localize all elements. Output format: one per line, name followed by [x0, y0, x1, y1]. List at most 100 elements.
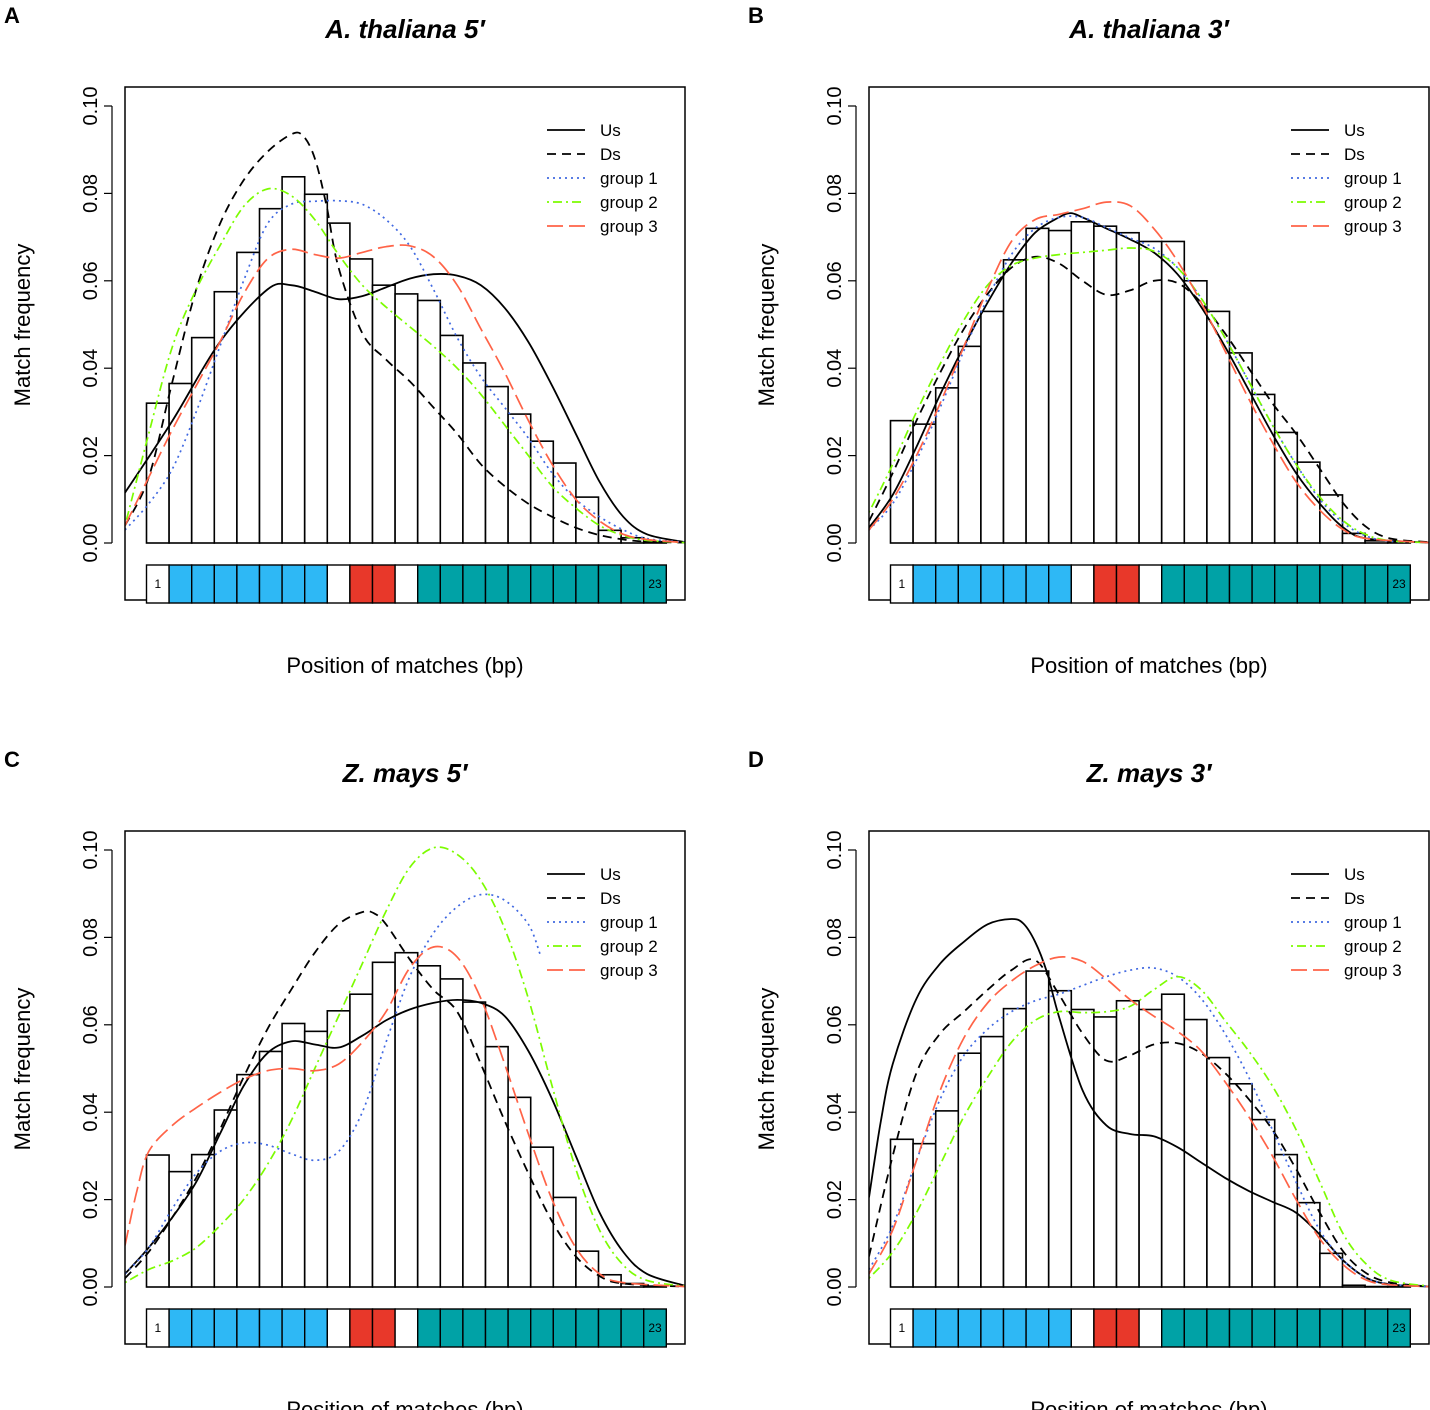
- bars: [145, 951, 668, 1288]
- histogram-bar: [236, 1073, 261, 1288]
- histogram-bar: [439, 334, 464, 544]
- histogram-bar: [1206, 310, 1231, 544]
- y-tick-label: 0.10: [80, 831, 102, 870]
- series-line-group-2: [125, 187, 685, 544]
- position-cell: [1070, 1308, 1095, 1348]
- position-cell: [507, 564, 532, 604]
- histogram-bar: [1115, 231, 1140, 544]
- histogram-bar: [1138, 240, 1163, 544]
- position-cell: [1364, 1308, 1389, 1348]
- legend-label: Ds: [1344, 145, 1365, 164]
- position-cell: [1228, 1308, 1253, 1348]
- histogram-bar: [303, 193, 329, 544]
- histogram-bar: [416, 965, 442, 1288]
- histogram-bar: [575, 496, 600, 544]
- chart-title: Z. mays 3′: [1086, 758, 1214, 788]
- histogram-bar: [371, 961, 396, 1288]
- position-cell: [439, 564, 464, 604]
- legend-label: Ds: [600, 889, 621, 908]
- position-cell: [1183, 564, 1208, 604]
- position-cell: [957, 1308, 982, 1348]
- histogram-bar: [1093, 1016, 1118, 1288]
- y-tick-label: 0.08: [80, 174, 102, 213]
- series-line-group-1: [869, 215, 1429, 544]
- y-tick-label: 0.04: [80, 349, 102, 388]
- y-tick-label: 0.02: [80, 436, 102, 475]
- legend-label: Us: [1344, 121, 1365, 140]
- position-strip: 1 23: [889, 564, 1412, 604]
- series-line-us: [125, 998, 685, 1287]
- x-axis-label: Position of matches (bp): [1030, 653, 1267, 678]
- position-cell: [1206, 564, 1231, 604]
- position-cell: [1274, 1308, 1299, 1348]
- y-tick-label: 0.08: [824, 174, 846, 213]
- position-cell: [326, 1308, 351, 1348]
- histogram-bar: [980, 1035, 1005, 1288]
- histogram-bar: [1296, 461, 1321, 544]
- chart-title: A. thaliana 5′: [324, 14, 486, 44]
- histogram-bar: [1273, 1153, 1299, 1288]
- position-cell: [1070, 564, 1095, 604]
- position-cell: [168, 1308, 193, 1348]
- y-tick-label: 0.00: [80, 524, 102, 563]
- y-axis-label: Match frequency: [754, 988, 779, 1151]
- position-cell: [643, 564, 668, 604]
- position-cell: [258, 1308, 283, 1348]
- legend-label: group 3: [600, 961, 658, 980]
- position-cell: [1115, 1308, 1140, 1348]
- position-cell: [1138, 1308, 1163, 1348]
- histogram-bar: [575, 1250, 600, 1288]
- histogram-bar: [1160, 240, 1186, 544]
- panel-letter: A: [4, 3, 20, 28]
- chart-panel-B: B A. thaliana 3′ Position of matches (bp) M…: [748, 3, 1430, 678]
- position-cell: [394, 1308, 419, 1348]
- position-cell: [1206, 1308, 1231, 1348]
- y-tick-label: 0.08: [824, 918, 846, 957]
- legend-label: Ds: [600, 145, 621, 164]
- histogram-bar: [439, 978, 464, 1288]
- histogram-bar: [912, 423, 937, 544]
- histogram-bar: [980, 310, 1005, 544]
- position-cell: [980, 564, 1005, 604]
- y-tick-label: 0.08: [80, 918, 102, 957]
- position-cell: [1025, 564, 1050, 604]
- position-cell-label-first: 1: [898, 1321, 905, 1335]
- position-cell: [417, 564, 442, 604]
- position-cell: [1048, 564, 1073, 604]
- series-line-group-3: [869, 200, 1429, 544]
- position-cell: [1002, 1308, 1027, 1348]
- histogram-bar: [168, 1170, 193, 1288]
- y-tick-label: 0.04: [824, 349, 846, 388]
- chart-panel-A: A A. thaliana 5′ Position of matches (bp) M…: [4, 3, 686, 678]
- y-axis-label: Match frequency: [754, 244, 779, 407]
- position-cell: [417, 1308, 442, 1348]
- panel-letter: D: [748, 747, 764, 772]
- position-cell-label-first: 1: [898, 577, 905, 591]
- position-cell: [190, 564, 215, 604]
- position-cell: [1093, 564, 1118, 604]
- position-cell: [1161, 564, 1186, 604]
- position-cell-label-last: 23: [648, 1321, 662, 1335]
- histogram-bar: [326, 222, 351, 544]
- position-cell: [934, 564, 959, 604]
- y-axis-label: Match frequency: [10, 988, 35, 1151]
- histogram-bar: [281, 1022, 306, 1288]
- position-cell: [1161, 1308, 1186, 1348]
- legend: Us Ds group 1 group 2 group 3: [1291, 121, 1402, 236]
- series-line-group-3: [869, 956, 1429, 1288]
- histogram-bar: [552, 462, 577, 544]
- position-cell: [1296, 564, 1321, 604]
- legend-label: group 1: [600, 913, 658, 932]
- legend: Us Ds group 1 group 2 group 3: [547, 121, 658, 236]
- position-cell: [304, 564, 329, 604]
- position-cell: [213, 1308, 238, 1348]
- series-line-group-3: [125, 244, 685, 544]
- position-cell: [507, 1308, 532, 1348]
- position-cell: [1364, 564, 1389, 604]
- position-cell: [484, 1308, 509, 1348]
- position-cell: [620, 564, 645, 604]
- position-cell: [236, 564, 261, 604]
- histogram-bar: [552, 1196, 577, 1288]
- histogram-bar: [1341, 1284, 1366, 1288]
- position-cell: [620, 1308, 645, 1348]
